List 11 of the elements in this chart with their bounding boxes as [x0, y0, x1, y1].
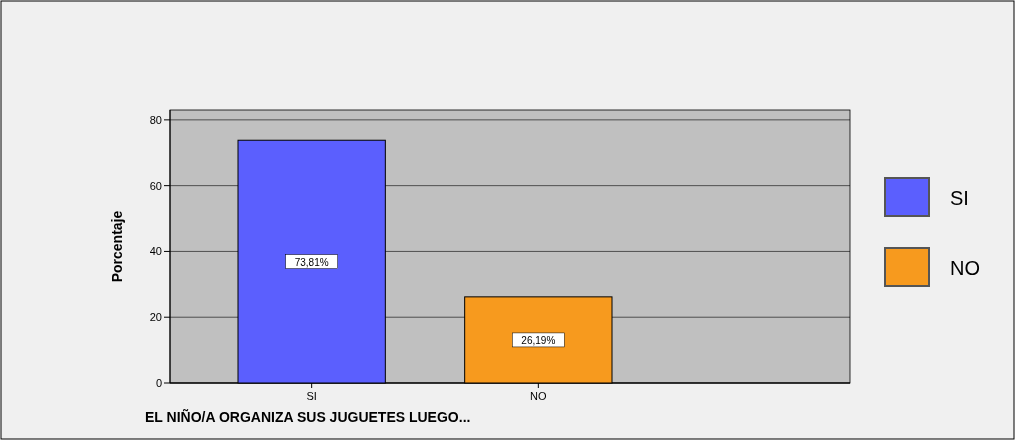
y-tick-label: 0 [155, 377, 162, 389]
legend-label: SI [950, 187, 969, 209]
y-tick-label: 20 [149, 311, 162, 324]
y-tick-label: 60 [149, 179, 162, 192]
y-tick-label: 80 [149, 113, 162, 126]
data-label: 26,19% [521, 334, 556, 346]
y-tick-label: 40 [149, 245, 162, 258]
legend-label: NO [950, 257, 980, 279]
y-axis-title: Porcentaje [109, 210, 125, 283]
x-axis-title: EL NIÑO/A ORGANIZA SUS JUGUETES LUEGO... [145, 408, 471, 425]
data-label: 73,81% [294, 256, 329, 268]
